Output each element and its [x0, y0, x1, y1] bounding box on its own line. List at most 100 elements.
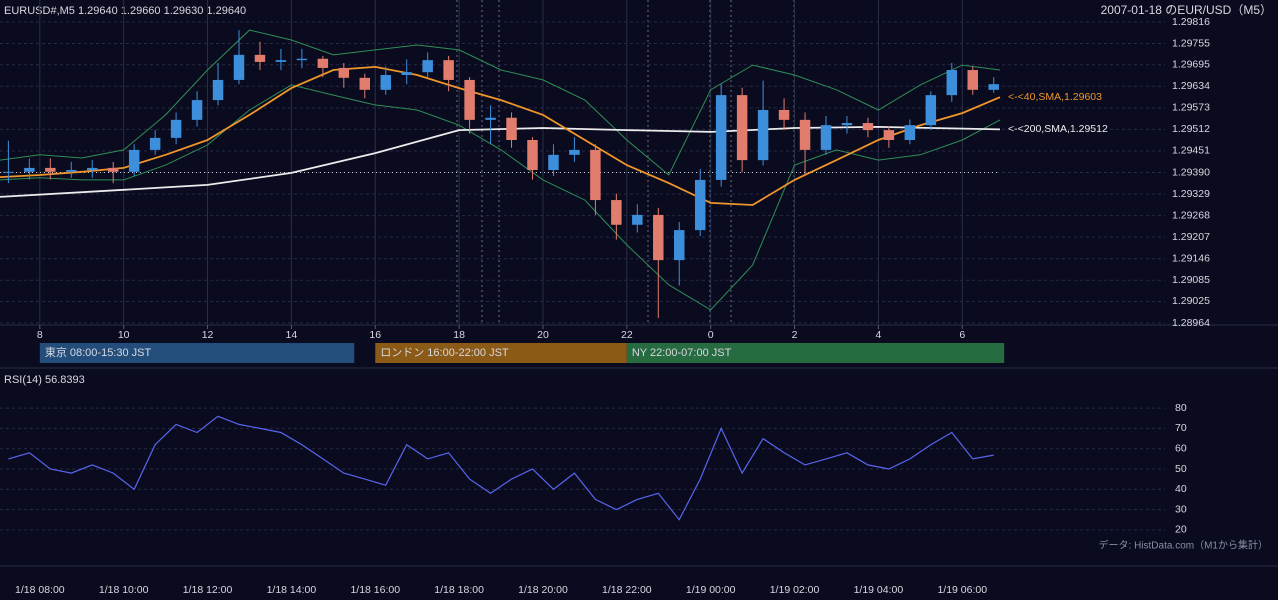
y-tick-label: 80: [1175, 402, 1187, 414]
y-tick-label: 1.29085: [1172, 274, 1210, 286]
time-label: 1/19 06:00: [937, 584, 987, 596]
y-tick-label: 60: [1175, 442, 1187, 454]
time-label: 1/18 14:00: [267, 584, 317, 596]
candle-body: [653, 214, 664, 261]
y-tick-label: 1.29329: [1172, 188, 1210, 200]
annotation: <-<40,SMA,1.29603: [1008, 91, 1102, 103]
candle-body: [988, 84, 999, 90]
session-label: ロンドン 16:00-22:00 JST: [380, 347, 509, 359]
session-label: 東京 08:00-15:30 JST: [45, 346, 152, 359]
y-tick-label: 1.29695: [1172, 59, 1210, 71]
x-tick-label: 8: [37, 329, 43, 341]
y-tick-label: 1.29146: [1172, 252, 1210, 264]
candle-body: [149, 137, 161, 150]
time-label: 1/18 18:00: [434, 584, 484, 596]
x-tick-label: 14: [286, 329, 298, 341]
candle-body: [338, 67, 350, 78]
rsi-line: [8, 415, 994, 521]
time-label: 1/18 08:00: [15, 584, 65, 596]
time-label: 1/18 16:00: [350, 584, 400, 596]
session-bar: [375, 343, 627, 363]
candle-body: [715, 95, 727, 180]
y-tick-label: 40: [1175, 483, 1187, 495]
time-label: 1/18 22:00: [602, 584, 652, 596]
y-tick-label: 1.28964: [1172, 317, 1210, 329]
x-tick-label: 4: [875, 329, 881, 341]
candle-body: [275, 60, 287, 62]
candle-body: [422, 60, 433, 73]
y-tick-label: 1.29268: [1172, 209, 1210, 221]
annotation: <-<200,SMA,1.29512: [1008, 123, 1108, 135]
candle-body: [233, 54, 245, 80]
candle-body: [925, 95, 937, 126]
y-tick-label: 1.29390: [1172, 166, 1210, 178]
candle-body: [778, 109, 790, 120]
candle-body: [170, 119, 182, 138]
time-label: 1/18 20:00: [518, 584, 568, 596]
x-tick-label: 22: [621, 329, 633, 341]
x-tick-label: 10: [118, 329, 130, 341]
candle-body: [590, 149, 601, 201]
candle-body: [128, 149, 140, 172]
candle-body: [883, 130, 895, 140]
candle-body: [191, 100, 203, 120]
candle-body: [212, 79, 224, 101]
candle-body: [66, 170, 77, 172]
y-tick-label: 1.29512: [1172, 123, 1210, 135]
candle-body: [820, 125, 832, 150]
session-bar: [39, 343, 355, 363]
candle-body: [485, 117, 496, 120]
indicator-line: [0, 65, 1001, 206]
y-tick-label: 1.29025: [1172, 295, 1210, 307]
candle-body: [401, 72, 412, 75]
candle-body: [506, 117, 517, 140]
candle-body: [799, 119, 811, 150]
candle-body: [3, 171, 14, 173]
candle-body: [904, 125, 916, 140]
candle-body: [841, 123, 853, 126]
candle-body: [527, 139, 538, 171]
y-tick-label: 20: [1175, 524, 1187, 536]
y-tick-label: 1.29207: [1172, 231, 1210, 243]
time-label: 1/18 10:00: [99, 584, 149, 596]
candle-body: [632, 214, 643, 225]
candle-body: [107, 167, 119, 172]
y-tick-label: 1.29451: [1172, 145, 1210, 157]
x-tick-label: 6: [959, 329, 965, 341]
candle-body: [296, 58, 308, 61]
x-tick-label: 16: [369, 329, 381, 341]
candle-body: [757, 109, 769, 161]
candle-body: [87, 167, 98, 171]
rsi-title: RSI(14) 56.8393: [4, 374, 85, 386]
y-tick-label: 1.29634: [1172, 80, 1210, 92]
candle-body: [443, 60, 454, 80]
candle-body: [254, 54, 266, 62]
x-tick-label: 18: [453, 329, 465, 341]
candle-body: [736, 95, 748, 161]
indicator-line: [0, 84, 1001, 311]
candle-body: [946, 70, 958, 96]
indicator-line: [0, 29, 1001, 176]
session-label: NY 22:00-07:00 JST: [632, 347, 732, 359]
x-tick-label: 20: [537, 329, 549, 341]
y-tick-label: 1.29573: [1172, 102, 1210, 114]
header: EURUSD#,M5 1.29640 1.29660 1.29630 1.296…: [4, 5, 246, 17]
candle-body: [694, 179, 706, 231]
y-tick-label: 1.29755: [1172, 37, 1210, 49]
source-note: データ: HistData.com（M1から集計）: [1099, 539, 1268, 552]
x-tick-label: 12: [202, 329, 214, 341]
candle-body: [359, 77, 371, 90]
chart-title: 2007-01-18 のEUR/USD（M5）: [1101, 3, 1272, 17]
y-tick-label: 50: [1175, 463, 1187, 475]
session-markers: [456, 0, 795, 324]
candle-body: [317, 58, 329, 68]
time-label: 1/19 02:00: [770, 584, 820, 596]
candle-body: [380, 74, 391, 90]
time-label: 1/19 00:00: [686, 584, 736, 596]
x-tick-label: 2: [792, 329, 798, 341]
candle-body: [45, 167, 56, 172]
candle-body: [569, 149, 580, 155]
y-tick-label: 1.29816: [1172, 16, 1210, 28]
y-tick-label: 70: [1175, 422, 1187, 434]
